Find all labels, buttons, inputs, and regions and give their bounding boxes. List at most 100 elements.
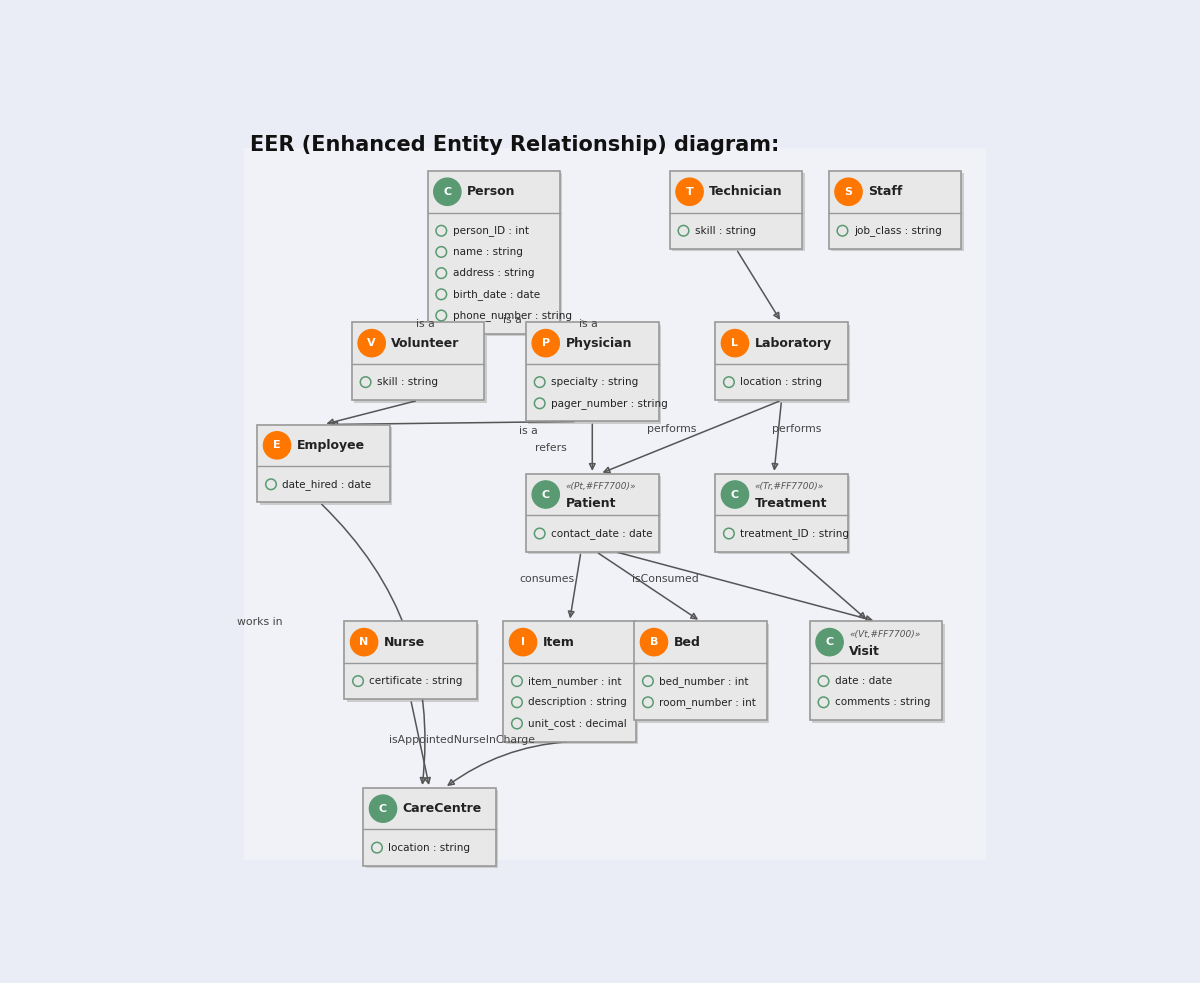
Text: unit_cost : decimal: unit_cost : decimal bbox=[528, 718, 628, 729]
Text: C: C bbox=[826, 637, 834, 647]
FancyBboxPatch shape bbox=[528, 324, 661, 424]
Text: «(Tr,#FF7700)»: «(Tr,#FF7700)» bbox=[755, 483, 824, 492]
Text: Treatment: Treatment bbox=[755, 497, 827, 510]
Text: description : string: description : string bbox=[528, 697, 628, 708]
Text: C: C bbox=[379, 804, 388, 814]
Text: Person: Person bbox=[467, 185, 516, 199]
FancyBboxPatch shape bbox=[832, 173, 964, 252]
FancyBboxPatch shape bbox=[636, 623, 769, 723]
Text: contact_date : date: contact_date : date bbox=[551, 528, 653, 539]
FancyBboxPatch shape bbox=[364, 787, 496, 866]
Circle shape bbox=[835, 178, 862, 205]
Text: birth_date : date: birth_date : date bbox=[452, 289, 540, 300]
Text: Volunteer: Volunteer bbox=[391, 336, 460, 350]
Text: Staff: Staff bbox=[868, 185, 902, 199]
FancyBboxPatch shape bbox=[430, 173, 563, 336]
Text: C: C bbox=[731, 490, 739, 499]
FancyBboxPatch shape bbox=[715, 322, 847, 400]
FancyBboxPatch shape bbox=[810, 621, 942, 721]
Circle shape bbox=[641, 628, 667, 656]
Text: name : string: name : string bbox=[452, 247, 522, 257]
FancyBboxPatch shape bbox=[635, 621, 767, 721]
Text: E: E bbox=[274, 440, 281, 450]
Text: treatment_ID : string: treatment_ID : string bbox=[740, 528, 850, 539]
Text: isAppointedNurseInCharge: isAppointedNurseInCharge bbox=[389, 734, 535, 745]
Text: EER (Enhanced Entity Relationship) diagram:: EER (Enhanced Entity Relationship) diagr… bbox=[250, 135, 780, 154]
Text: bed_number : int: bed_number : int bbox=[659, 675, 749, 686]
Text: comments : string: comments : string bbox=[835, 697, 930, 708]
FancyBboxPatch shape bbox=[427, 171, 560, 333]
Text: Nurse: Nurse bbox=[384, 636, 425, 649]
Text: CareCentre: CareCentre bbox=[403, 802, 482, 815]
Text: date : date: date : date bbox=[835, 676, 892, 686]
Text: S: S bbox=[845, 187, 852, 197]
Text: phone_number : string: phone_number : string bbox=[452, 310, 571, 321]
FancyBboxPatch shape bbox=[718, 476, 850, 554]
Text: is a: is a bbox=[518, 426, 538, 435]
FancyBboxPatch shape bbox=[526, 322, 659, 422]
Circle shape bbox=[264, 432, 290, 459]
Text: Bed: Bed bbox=[673, 636, 701, 649]
Circle shape bbox=[721, 481, 749, 508]
Text: Employee: Employee bbox=[296, 438, 365, 452]
Text: location : string: location : string bbox=[740, 377, 822, 387]
FancyBboxPatch shape bbox=[347, 623, 479, 702]
FancyBboxPatch shape bbox=[354, 324, 487, 403]
Text: room_number : int: room_number : int bbox=[659, 697, 756, 708]
Text: pager_number : string: pager_number : string bbox=[551, 398, 667, 409]
Text: I: I bbox=[521, 637, 526, 647]
FancyBboxPatch shape bbox=[715, 474, 847, 551]
Text: skill : string: skill : string bbox=[695, 226, 756, 236]
Text: C: C bbox=[443, 187, 451, 197]
Text: P: P bbox=[541, 338, 550, 348]
FancyBboxPatch shape bbox=[503, 621, 636, 741]
Circle shape bbox=[510, 628, 536, 656]
Circle shape bbox=[350, 628, 378, 656]
Circle shape bbox=[532, 481, 559, 508]
Circle shape bbox=[816, 628, 844, 656]
Text: skill : string: skill : string bbox=[377, 377, 438, 387]
Text: specialty : string: specialty : string bbox=[551, 377, 638, 387]
Text: Laboratory: Laboratory bbox=[755, 336, 832, 350]
Text: location : string: location : string bbox=[389, 842, 470, 852]
Text: refers: refers bbox=[535, 442, 566, 452]
FancyBboxPatch shape bbox=[259, 427, 392, 504]
Text: is a: is a bbox=[580, 319, 598, 329]
FancyBboxPatch shape bbox=[670, 171, 803, 249]
Text: Patient: Patient bbox=[565, 497, 616, 510]
FancyBboxPatch shape bbox=[718, 324, 850, 403]
Text: V: V bbox=[367, 338, 376, 348]
Text: L: L bbox=[732, 338, 738, 348]
Text: Visit: Visit bbox=[850, 645, 880, 658]
Text: date_hired : date: date_hired : date bbox=[282, 479, 372, 490]
Text: T: T bbox=[685, 187, 694, 197]
Text: Item: Item bbox=[542, 636, 575, 649]
Text: is a: is a bbox=[416, 319, 436, 329]
FancyBboxPatch shape bbox=[528, 476, 661, 554]
FancyBboxPatch shape bbox=[244, 148, 986, 860]
Circle shape bbox=[676, 178, 703, 205]
Text: address : string: address : string bbox=[452, 268, 534, 278]
FancyBboxPatch shape bbox=[526, 474, 659, 551]
FancyBboxPatch shape bbox=[257, 425, 390, 502]
FancyBboxPatch shape bbox=[812, 623, 944, 723]
Text: Technician: Technician bbox=[709, 185, 782, 199]
Text: N: N bbox=[360, 637, 368, 647]
Text: Physician: Physician bbox=[565, 336, 632, 350]
Text: performs: performs bbox=[772, 425, 821, 434]
Text: person_ID : int: person_ID : int bbox=[452, 225, 529, 236]
Text: B: B bbox=[649, 637, 658, 647]
Text: item_number : int: item_number : int bbox=[528, 675, 622, 686]
Text: «(Vt,#FF7700)»: «(Vt,#FF7700)» bbox=[850, 630, 920, 639]
FancyBboxPatch shape bbox=[352, 322, 485, 400]
Text: «(Pt,#FF7700)»: «(Pt,#FF7700)» bbox=[565, 483, 636, 492]
Text: is a: is a bbox=[504, 316, 522, 325]
Text: works in: works in bbox=[236, 617, 282, 627]
FancyBboxPatch shape bbox=[344, 621, 476, 699]
FancyBboxPatch shape bbox=[366, 790, 498, 868]
Circle shape bbox=[370, 795, 397, 822]
Circle shape bbox=[532, 329, 559, 357]
FancyBboxPatch shape bbox=[672, 173, 805, 252]
Text: performs: performs bbox=[647, 425, 696, 434]
Text: job_class : string: job_class : string bbox=[854, 225, 942, 236]
